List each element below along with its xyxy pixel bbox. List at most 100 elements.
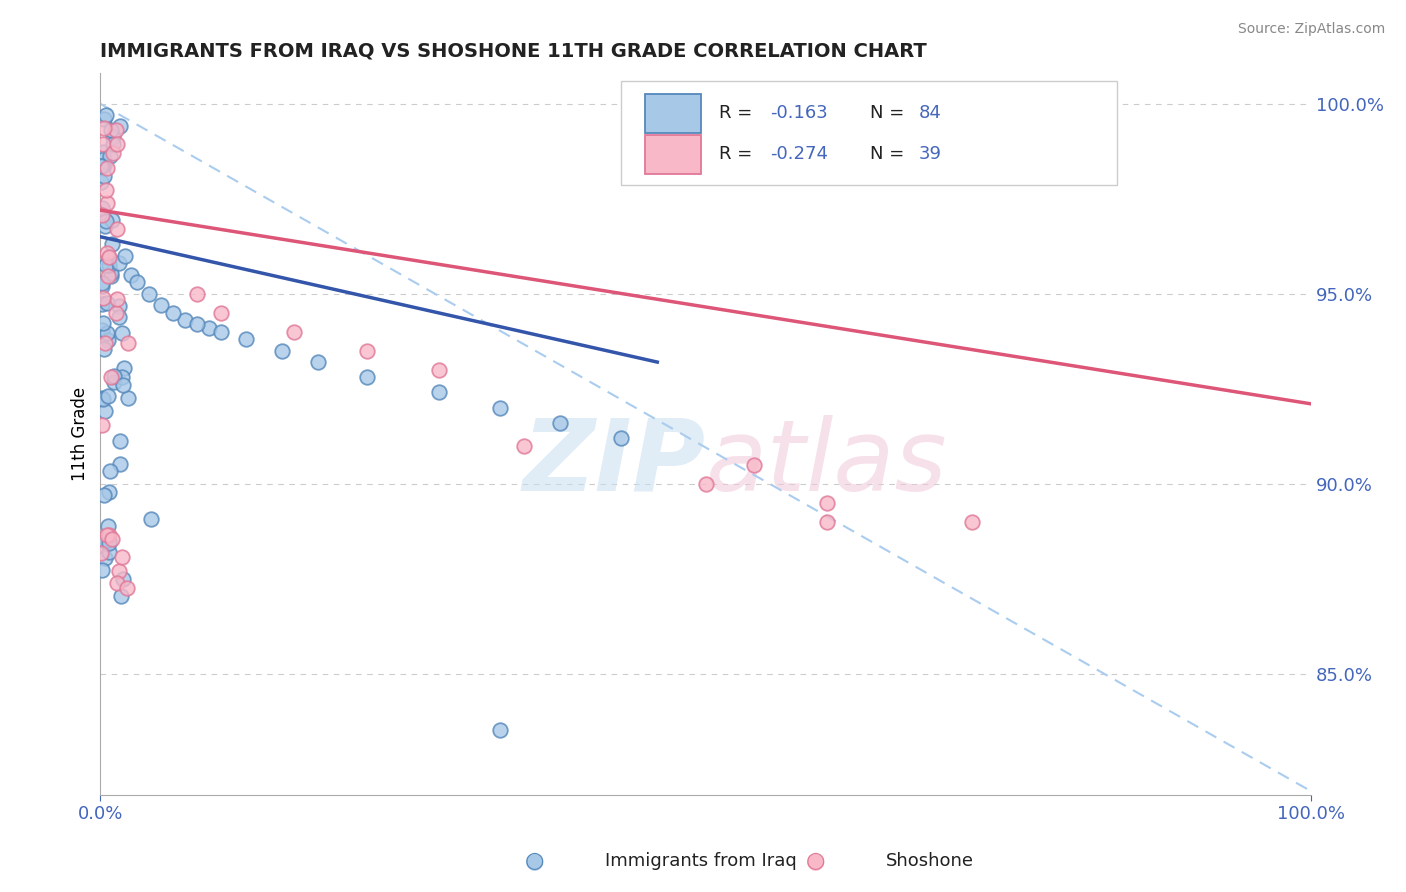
Point <box>108 458 131 472</box>
Point <box>107 256 129 270</box>
Point <box>90 159 112 173</box>
Point <box>96 527 118 541</box>
Text: 84: 84 <box>920 104 942 122</box>
Point <box>90 563 112 577</box>
Point <box>107 564 129 578</box>
Point <box>101 532 124 546</box>
Point <box>94 183 117 197</box>
Point <box>695 476 717 491</box>
Text: ○: ○ <box>524 851 544 871</box>
Point <box>105 575 128 590</box>
Point <box>90 545 112 559</box>
Point <box>815 495 838 509</box>
Y-axis label: 11th Grade: 11th Grade <box>72 387 89 482</box>
Point <box>91 201 114 215</box>
Point <box>610 431 633 445</box>
Point <box>96 245 118 260</box>
Point <box>742 458 765 472</box>
Text: 39: 39 <box>920 145 942 163</box>
Text: ○: ○ <box>806 851 825 871</box>
Point <box>138 286 160 301</box>
Point <box>94 550 117 565</box>
Point <box>105 221 128 235</box>
Point <box>100 266 122 280</box>
Point <box>111 370 134 384</box>
Point <box>93 152 115 166</box>
Point <box>98 485 121 500</box>
Point <box>96 196 118 211</box>
Point <box>96 214 118 228</box>
Point <box>101 212 124 227</box>
Point <box>97 333 120 347</box>
Text: N =: N = <box>870 145 911 163</box>
Text: R =: R = <box>718 145 758 163</box>
Point <box>186 286 208 301</box>
Point <box>93 487 115 501</box>
Point <box>93 120 115 135</box>
Point <box>98 544 121 558</box>
Point <box>108 119 131 133</box>
Text: R =: R = <box>718 104 758 122</box>
Point <box>90 175 112 189</box>
Point <box>90 417 112 432</box>
Point <box>103 369 125 384</box>
Point <box>513 439 536 453</box>
Point <box>125 276 148 290</box>
Point <box>93 158 115 172</box>
Point <box>91 316 114 330</box>
Point <box>550 416 572 430</box>
Point <box>100 269 122 284</box>
Point <box>97 534 120 549</box>
Point <box>98 527 121 541</box>
Point <box>100 370 122 384</box>
Point <box>103 376 125 390</box>
Point <box>108 434 131 449</box>
Point <box>108 310 131 324</box>
Point <box>960 515 983 529</box>
Point <box>103 146 125 161</box>
Point <box>112 572 135 586</box>
Point <box>96 161 118 176</box>
Point <box>105 123 128 137</box>
Point <box>97 535 120 549</box>
Point <box>120 268 142 282</box>
Point <box>90 208 112 222</box>
Point <box>174 313 197 327</box>
Point <box>96 258 118 272</box>
Point <box>91 291 114 305</box>
Point <box>98 258 121 272</box>
Point <box>209 306 232 320</box>
Text: -0.163: -0.163 <box>770 104 828 122</box>
Point <box>98 250 121 264</box>
Point <box>427 385 450 400</box>
Text: ●: ● <box>806 851 825 871</box>
Point <box>91 137 114 152</box>
Point <box>108 300 131 314</box>
Point <box>427 362 450 376</box>
Point <box>91 277 114 291</box>
Point <box>162 306 184 320</box>
Text: -0.274: -0.274 <box>770 145 828 163</box>
Point <box>198 321 221 335</box>
Point <box>117 336 139 351</box>
Point <box>91 322 114 336</box>
Point <box>94 219 117 234</box>
Point <box>101 129 124 144</box>
Point <box>101 237 124 252</box>
Point <box>96 296 118 310</box>
Point <box>94 404 117 418</box>
Point <box>100 123 122 137</box>
Point <box>235 332 257 346</box>
Text: Source: ZipAtlas.com: Source: ZipAtlas.com <box>1237 22 1385 37</box>
Point <box>93 112 115 126</box>
Text: N =: N = <box>870 104 911 122</box>
Point <box>271 343 294 358</box>
Point <box>489 401 512 415</box>
Point <box>91 297 114 311</box>
Point <box>90 391 112 405</box>
Point <box>139 512 162 526</box>
Point <box>97 251 120 265</box>
Text: atlas: atlas <box>706 415 948 512</box>
Point <box>105 292 128 306</box>
Point <box>283 325 305 339</box>
